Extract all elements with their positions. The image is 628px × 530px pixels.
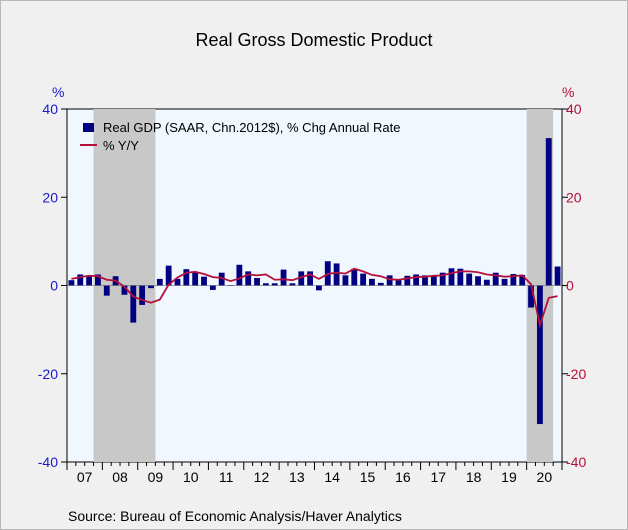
gdp-bar-2016-Q1 <box>386 275 393 286</box>
gdp-bar-2015-Q4 <box>377 282 384 286</box>
gdp-bar-2009-Q4 <box>165 265 172 286</box>
gdp-bar-2018-Q3 <box>475 276 481 286</box>
left-y-tick-label: 40 <box>42 101 58 117</box>
gdp-bar-2009-Q3 <box>156 278 163 286</box>
x-tick-label-07: 07 <box>77 469 93 485</box>
gdp-bar-2008-Q3 <box>121 285 128 295</box>
gdp-bar-2010-Q3 <box>192 272 199 286</box>
x-tick-label-08: 08 <box>112 469 128 485</box>
left-y-tick-label: -40 <box>38 454 58 470</box>
gdp-bar-2012-Q4 <box>271 283 278 286</box>
right-y-tick-label: 0 <box>566 278 574 294</box>
gdp-bar-2007-Q1 <box>68 280 75 286</box>
gdp-bar-2011-Q1 <box>209 285 216 290</box>
gdp-bar-2019-Q4 <box>519 274 526 286</box>
right-axis-unit: % <box>562 84 575 100</box>
gdp-bar-2013-Q2 <box>289 283 296 286</box>
right-y-tick-label: -40 <box>566 454 586 470</box>
gdp-bar-2012-Q3 <box>262 283 269 286</box>
x-tick-label-14: 14 <box>324 469 340 485</box>
gdp-bar-2010-Q4 <box>201 276 207 286</box>
gdp-bar-2017-Q3 <box>439 272 446 286</box>
left-y-tick-label: 20 <box>42 189 58 205</box>
gdp-bar-2007-Q4 <box>95 274 101 286</box>
gdp-bar-2013-Q3 <box>298 271 305 286</box>
yoy-line <box>71 267 558 329</box>
x-tick-label-15: 15 <box>360 469 376 485</box>
x-tick-label-11: 11 <box>219 469 234 485</box>
x-tick-label-20: 20 <box>537 469 553 485</box>
gdp-bar-2016-Q2 <box>395 279 402 286</box>
right-y-tick-label: -20 <box>566 366 586 382</box>
gdp-bar-2018-Q4 <box>483 279 490 286</box>
gdp-bar-2012-Q1 <box>245 271 252 286</box>
gdp-bar-2014-Q4 <box>342 275 349 286</box>
x-tick-label-18: 18 <box>466 469 482 485</box>
gdp-bar-2020-Q4 <box>554 266 561 286</box>
gdp-bar-2015-Q1 <box>351 268 358 286</box>
gdp-bar-2017-Q2 <box>430 275 437 286</box>
legend-bar-label: Real GDP (SAAR, Chn.2012$), % Chg Annual… <box>103 120 400 135</box>
gdp-bar-2008-Q1 <box>103 285 110 296</box>
x-tick-label-09: 09 <box>148 469 164 485</box>
gdp-bar-2019-Q1 <box>492 272 499 286</box>
right-y-tick-label: 40 <box>566 101 582 117</box>
gdp-bar-2017-Q4 <box>448 268 455 286</box>
gdp-bar-2015-Q3 <box>369 278 375 286</box>
legend-bar-swatch <box>83 123 94 132</box>
left-y-tick-label: 0 <box>50 278 58 294</box>
source-note: Source: Bureau of Economic Analysis/Have… <box>68 508 402 524</box>
gdp-bar-2014-Q3 <box>333 263 340 286</box>
right-y-tick-label: 20 <box>566 189 582 205</box>
gdp-bar-2016-Q3 <box>404 275 411 286</box>
gdp-bar-2019-Q2 <box>501 278 508 286</box>
gdp-bar-2018-Q2 <box>466 273 473 286</box>
gdp-bar-2015-Q2 <box>360 273 367 286</box>
gdp-bar-2010-Q1 <box>174 278 181 286</box>
gdp-bar-2007-Q2 <box>77 274 84 286</box>
gdp-bar-2007-Q3 <box>86 275 93 286</box>
gdp-bar-2016-Q4 <box>413 274 420 286</box>
left-axis-unit: % <box>52 84 65 100</box>
x-tick-label-10: 10 <box>183 469 199 485</box>
gdp-bar-2019-Q3 <box>510 274 517 286</box>
chart-title: Real Gross Domestic Product <box>195 30 433 50</box>
gdp-bar-2012-Q2 <box>254 277 260 286</box>
left-y-tick-label: -20 <box>38 366 58 382</box>
gdp-bar-2013-Q1 <box>280 269 287 286</box>
x-tick-label-13: 13 <box>289 469 305 485</box>
gdp-bar-2009-Q1 <box>139 285 146 305</box>
legend: Real GDP (SAAR, Chn.2012$), % Chg Annual… <box>80 120 400 153</box>
x-tick-label-12: 12 <box>254 469 270 485</box>
legend-line-label: % Y/Y <box>103 138 139 153</box>
x-tick-label-19: 19 <box>501 469 517 485</box>
gdp-bar-2013-Q4 <box>307 271 313 286</box>
gdp-bar-2020-Q2 <box>536 285 543 425</box>
gdp-bar-2009-Q2 <box>148 285 154 289</box>
x-tick-label-16: 16 <box>395 469 411 485</box>
gdp-bar-2011-Q2 <box>218 272 225 286</box>
gdp-bar-2018-Q1 <box>457 268 464 286</box>
gdp-bar-2008-Q4 <box>130 285 137 323</box>
gdp-bar-2020-Q1 <box>528 285 534 308</box>
gdp-bar-2010-Q2 <box>183 269 190 286</box>
gdp-bar-2011-Q4 <box>236 264 243 286</box>
x-tick-label-17: 17 <box>430 469 446 485</box>
gdp-bar-2014-Q1 <box>316 285 322 291</box>
gdp-bar-2020-Q3 <box>545 138 552 286</box>
gdp-bar-2017-Q1 <box>422 275 428 286</box>
